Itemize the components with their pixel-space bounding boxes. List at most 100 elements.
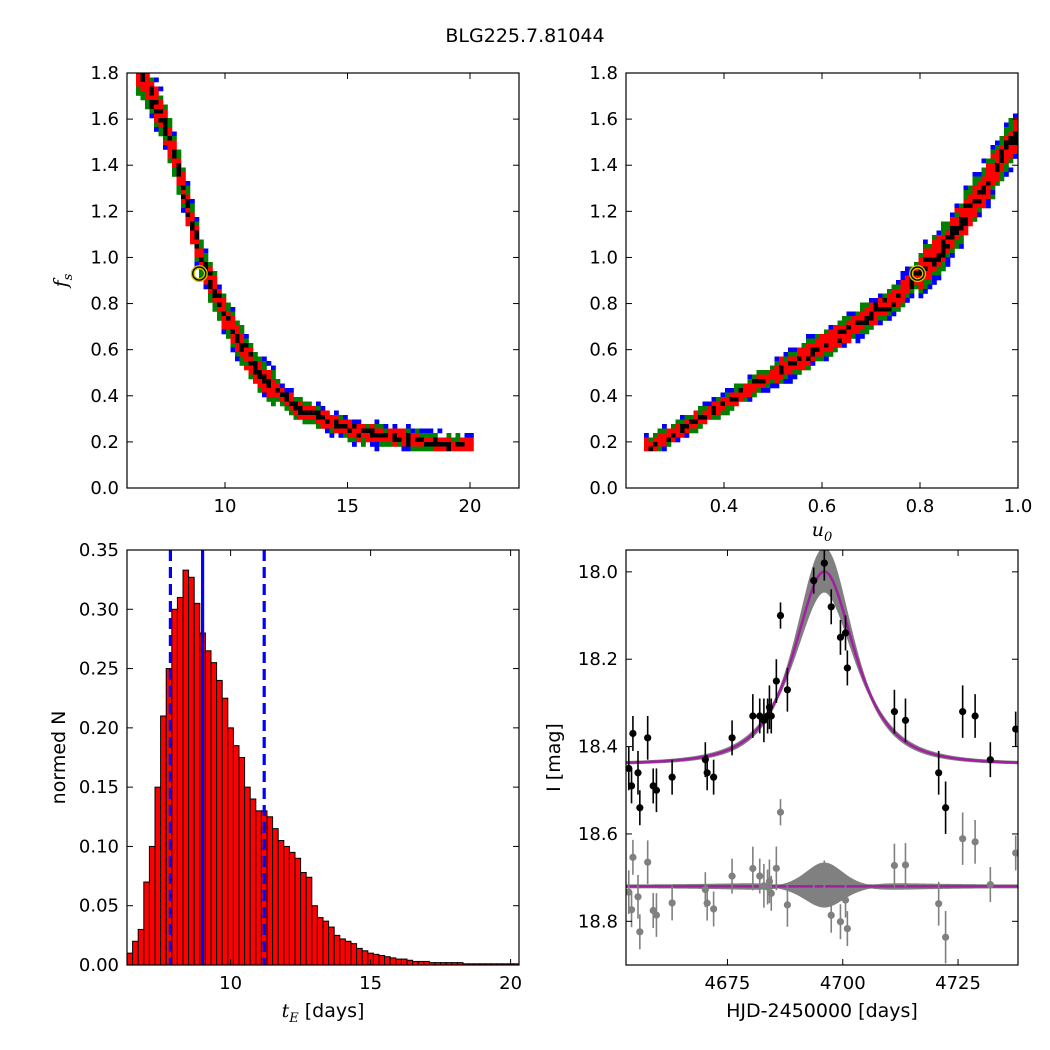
p1-density-cell — [720, 397, 726, 402]
p1-density-cell — [986, 181, 991, 186]
p0-density-cell — [271, 392, 276, 398]
p0-density-cell — [361, 433, 366, 438]
p0-density-cell — [226, 320, 231, 326]
p1-density-cell — [833, 325, 838, 330]
p1-density-cell — [779, 361, 784, 366]
p0-density-cell — [356, 433, 362, 438]
p0-density-cell — [199, 248, 204, 254]
p1-density-cell — [711, 397, 717, 402]
p2-histogram-bar — [395, 958, 402, 966]
p1-density-cell — [837, 320, 843, 326]
p0-density-cell — [176, 163, 182, 168]
p1-density-cell — [972, 217, 978, 222]
p3-model-envelope — [626, 550, 1018, 765]
p1-density-cell — [734, 401, 739, 407]
p1-density-cell — [905, 271, 910, 276]
p1-xtick-label: 0.6 — [808, 496, 837, 517]
p1-density-cell — [743, 383, 748, 389]
p1-density-cell — [927, 271, 933, 276]
p0-density-cell — [424, 433, 429, 438]
p1-density-cell — [684, 415, 690, 420]
p0-density-cell — [284, 388, 290, 393]
p0-density-cell — [140, 82, 146, 87]
p0-density-cell — [293, 401, 299, 407]
p1-density-cell — [963, 199, 969, 204]
p1-density-cell — [806, 361, 811, 366]
p1-density-cell — [954, 239, 960, 245]
p0-density-cell — [451, 442, 456, 447]
p1-density-cell — [828, 352, 834, 357]
p0-density-cell — [410, 428, 416, 434]
p1-density-cell — [950, 248, 955, 254]
p0-density-cell — [347, 433, 353, 438]
p0-density-cell — [185, 199, 191, 204]
p0-density-cell — [217, 307, 222, 312]
p1-density-cell — [725, 388, 730, 393]
p1-density-cell — [648, 437, 654, 443]
p1-density-cell — [819, 352, 825, 357]
p1-density-cell — [729, 397, 735, 402]
p0-density-cell — [379, 428, 384, 434]
p2-histogram-bar — [188, 576, 195, 966]
p1-density-cell — [779, 365, 784, 371]
p1-density-cell — [765, 374, 771, 380]
p1-density-cell — [801, 361, 807, 366]
p2-histogram-bar — [176, 596, 184, 966]
p1-density-cell — [954, 235, 960, 240]
p1-density-cell — [756, 388, 762, 393]
p1-density-cell — [716, 410, 721, 416]
p1-density-cell — [941, 235, 946, 240]
p1-density-cell — [842, 325, 847, 330]
p2-histogram-bar — [316, 917, 324, 966]
p1-density-cell — [999, 176, 1005, 182]
p1-density-cell — [756, 374, 762, 380]
p0-density-cell — [325, 415, 330, 420]
p0-density-cell — [293, 397, 299, 402]
p1-density-cell — [855, 329, 861, 335]
p0-density-cell — [298, 415, 303, 420]
p1-density-cell — [932, 266, 937, 272]
p1-density-cell — [738, 388, 744, 393]
p0-density-cell — [253, 374, 258, 380]
p1-density-cell — [968, 190, 973, 195]
p0-density-cell — [388, 433, 393, 438]
p0-density-cell — [248, 361, 254, 366]
p0-ytick-label: 0.4 — [90, 386, 119, 407]
p0-density-cell — [347, 424, 353, 429]
p1-density-cell — [662, 433, 667, 438]
p2-histogram-bar — [126, 952, 134, 966]
p1-density-cell — [945, 257, 951, 263]
p3-ytick-label: 18.8 — [578, 911, 618, 932]
p1-density-cell — [981, 199, 987, 204]
p0-density-cell — [424, 442, 429, 447]
p1-density-cell — [801, 343, 807, 348]
p0-density-cell — [320, 406, 326, 411]
p1-density-cell — [959, 239, 964, 245]
p0-density-cell — [172, 158, 177, 164]
p2-histogram-bar — [148, 845, 156, 966]
p0-density-cell — [172, 145, 177, 150]
p1-ytick-label: 0.2 — [589, 432, 618, 453]
p0-density-cell — [176, 154, 182, 159]
p0-density-cell — [374, 433, 380, 438]
p0-density-cell — [262, 379, 267, 384]
p1-density-cell — [887, 298, 892, 303]
p1-density-cell — [837, 338, 843, 344]
p0-density-cell — [343, 424, 348, 429]
p3-residual-point — [959, 835, 967, 843]
p0-density-cell — [271, 374, 276, 380]
p1-density-cell — [662, 446, 667, 452]
p0-density-cell — [284, 401, 290, 407]
p1-density-cell — [864, 302, 870, 308]
p1-density-cell — [675, 419, 681, 425]
p0-density-cell — [428, 428, 434, 434]
p1-density-cell — [833, 343, 838, 348]
p3-frame — [625, 549, 1019, 966]
p1-density-cell — [738, 383, 744, 389]
p0-density-cell — [230, 325, 236, 330]
p0-ytick-label: 1.4 — [90, 155, 119, 176]
p1-density-cell — [774, 370, 780, 375]
p0-density-cell — [199, 271, 204, 276]
p0-density-cell — [316, 406, 321, 411]
p0-density-cell — [163, 109, 168, 114]
